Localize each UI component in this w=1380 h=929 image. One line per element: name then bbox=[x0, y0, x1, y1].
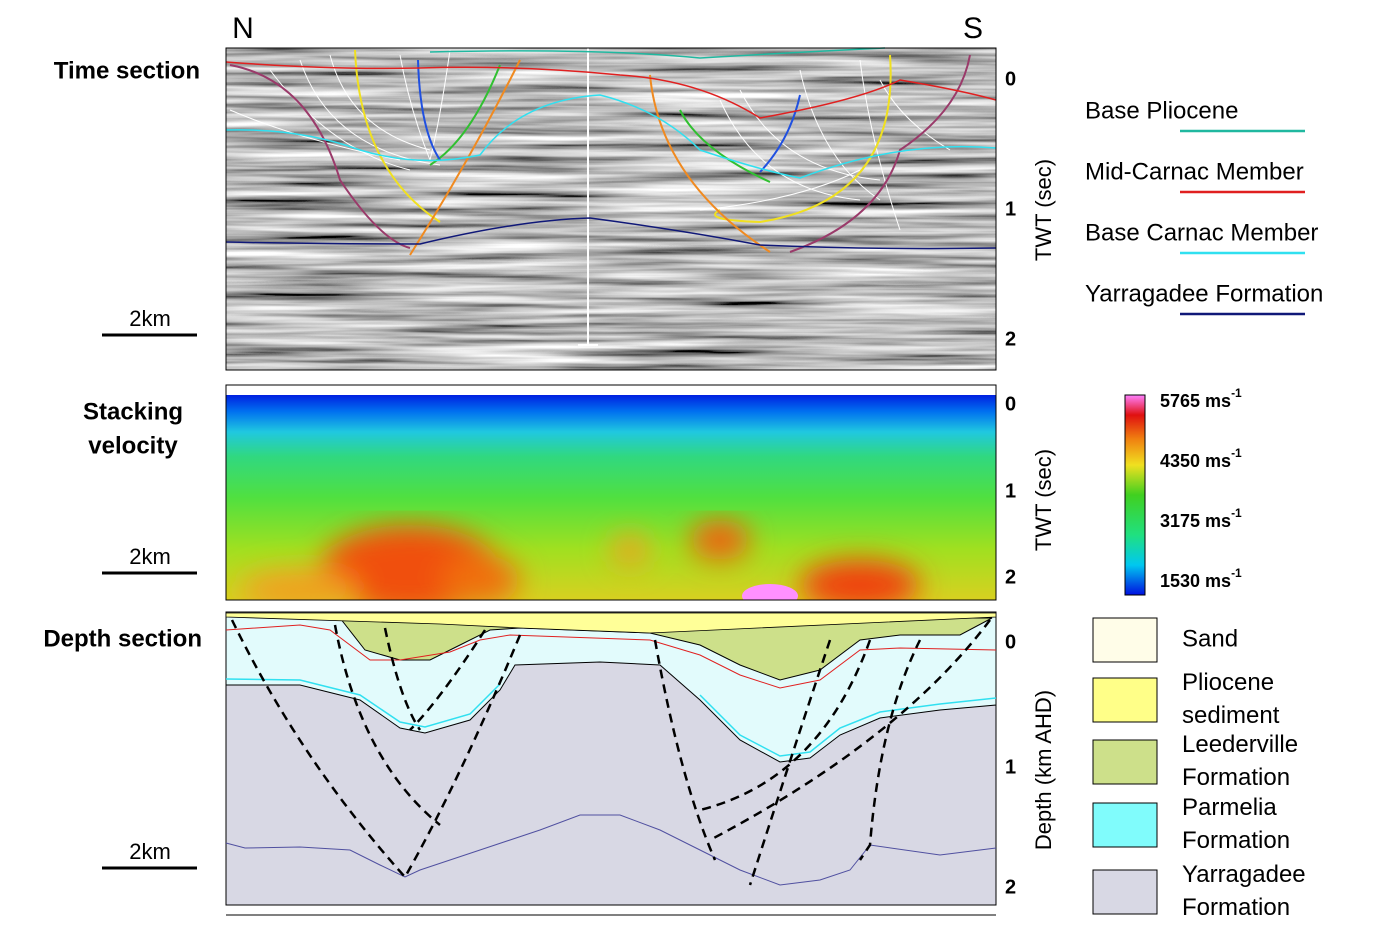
legend-label: Formation bbox=[1182, 764, 1290, 791]
legend-label: Mid-Carnac Member bbox=[1085, 158, 1304, 185]
color-bar-value: 5765 ms bbox=[1160, 391, 1231, 411]
color-bar-unit-exp: -1 bbox=[1231, 566, 1242, 580]
compass-south: S bbox=[963, 12, 983, 45]
axis-title: TWT (sec) bbox=[1031, 159, 1056, 261]
depth-horizon bbox=[225, 814, 997, 886]
scale-bar-label: 2km bbox=[129, 839, 171, 864]
horizon-line bbox=[225, 94, 997, 179]
scale-bar-label: 2km bbox=[129, 544, 171, 569]
tick-label: 1 bbox=[1005, 198, 1016, 220]
tick-label: 2 bbox=[1005, 876, 1016, 898]
depth-horizon bbox=[225, 678, 997, 757]
velocity-blob bbox=[610, 535, 650, 565]
panel-frame bbox=[225, 47, 997, 371]
velocity-blob bbox=[800, 560, 920, 600]
horizon-line bbox=[225, 61, 997, 119]
color-bar-label: 1530 ms-1 bbox=[1160, 566, 1242, 591]
velocity-max bbox=[742, 584, 798, 600]
tick-label: 2 bbox=[1005, 328, 1016, 350]
horizon-line bbox=[429, 47, 886, 59]
color-bar-label: 5765 ms-1 bbox=[1160, 386, 1242, 411]
pliocene-fill bbox=[225, 612, 997, 634]
tick-label: 0 bbox=[1005, 393, 1016, 415]
tick-label: 1 bbox=[1005, 480, 1016, 502]
legend-label: Pliocene bbox=[1182, 669, 1274, 696]
velocity-field bbox=[226, 395, 996, 600]
velocity-blob bbox=[440, 555, 520, 600]
panel-frame bbox=[225, 384, 997, 601]
horizons bbox=[225, 47, 997, 250]
legend-label: Leederville bbox=[1182, 731, 1298, 758]
legend-label: Parmelia bbox=[1182, 794, 1277, 821]
leederville-fill bbox=[338, 617, 993, 681]
color-bar-unit-exp: -1 bbox=[1231, 446, 1242, 460]
tick-label: 2 bbox=[1005, 566, 1016, 588]
panel-label: Depth section bbox=[43, 625, 202, 652]
velocity-blob bbox=[240, 570, 360, 600]
legend-swatch bbox=[1092, 739, 1158, 785]
color-bar-label: 4350 ms-1 bbox=[1160, 446, 1242, 471]
tick-label: 1 bbox=[1005, 756, 1016, 778]
legend-label: sediment bbox=[1182, 702, 1280, 729]
depth-horizon bbox=[225, 624, 997, 689]
panel-label: velocity bbox=[88, 432, 178, 459]
legend-label: Base Pliocene bbox=[1085, 97, 1238, 124]
color-bar-unit-exp: -1 bbox=[1231, 506, 1242, 520]
color-bar-label: 3175 ms-1 bbox=[1160, 506, 1242, 531]
tick-label: 0 bbox=[1005, 68, 1016, 90]
legend-swatch bbox=[1092, 617, 1158, 663]
legend-label: Formation bbox=[1182, 827, 1290, 854]
legend-label: Formation bbox=[1182, 894, 1290, 921]
velocity-blob bbox=[690, 520, 750, 560]
depth-faults bbox=[230, 619, 991, 886]
legend-label: Yarragadee bbox=[1182, 861, 1306, 888]
axis-title: Depth (km AHD) bbox=[1031, 690, 1056, 850]
compass-north: N bbox=[232, 12, 254, 45]
legend-label: Sand bbox=[1182, 625, 1238, 652]
scale-bar-label: 2km bbox=[129, 306, 171, 331]
legend-swatch bbox=[1092, 869, 1158, 915]
interpreted-faults bbox=[229, 49, 971, 256]
color-bar bbox=[1124, 394, 1146, 596]
color-bar-unit-exp: -1 bbox=[1231, 386, 1242, 400]
color-bar-value: 4350 ms bbox=[1160, 451, 1231, 471]
color-bar-value: 3175 ms bbox=[1160, 511, 1231, 531]
legend-swatch bbox=[1092, 677, 1158, 723]
seismic-texture bbox=[226, 48, 996, 370]
panel-label: Stacking bbox=[83, 398, 183, 425]
legend-label: Base Carnac Member bbox=[1085, 219, 1318, 246]
color-bar-value: 1530 ms bbox=[1160, 571, 1231, 591]
horizon-line bbox=[225, 217, 997, 250]
legend-label: Yarragadee Formation bbox=[1085, 280, 1323, 307]
axis-title: TWT (sec) bbox=[1031, 449, 1056, 551]
legend-swatch bbox=[1092, 802, 1158, 848]
tick-label: 0 bbox=[1005, 631, 1016, 653]
panel-label: Time section bbox=[54, 57, 200, 84]
